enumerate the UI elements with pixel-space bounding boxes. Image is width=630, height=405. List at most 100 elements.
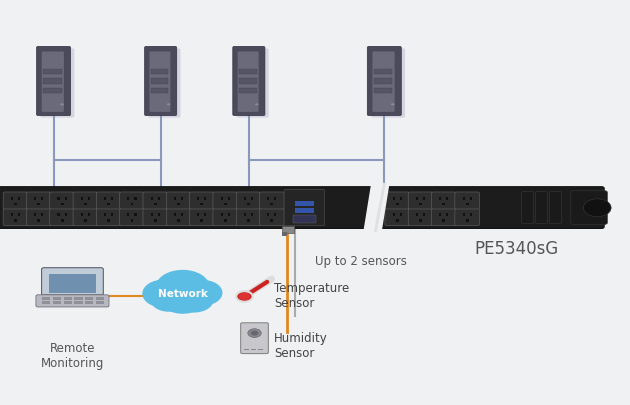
FancyBboxPatch shape xyxy=(42,268,103,297)
Bar xyxy=(200,219,203,222)
Bar xyxy=(107,202,110,205)
Bar xyxy=(174,213,176,216)
FancyBboxPatch shape xyxy=(260,192,284,209)
Bar xyxy=(64,297,72,300)
Bar xyxy=(244,213,246,216)
Bar xyxy=(267,196,270,200)
Bar xyxy=(274,213,277,216)
Circle shape xyxy=(239,293,250,300)
Circle shape xyxy=(251,330,258,335)
Bar xyxy=(466,219,469,222)
FancyBboxPatch shape xyxy=(408,209,433,226)
Bar xyxy=(43,78,62,84)
Bar xyxy=(295,201,314,206)
Bar xyxy=(174,196,176,200)
FancyBboxPatch shape xyxy=(26,209,51,226)
Bar xyxy=(134,196,137,200)
Bar xyxy=(416,213,418,216)
FancyBboxPatch shape xyxy=(571,191,607,224)
Bar xyxy=(396,202,399,205)
FancyBboxPatch shape xyxy=(190,192,214,209)
Bar xyxy=(84,202,87,205)
Bar xyxy=(399,213,402,216)
Circle shape xyxy=(173,278,211,303)
FancyBboxPatch shape xyxy=(3,209,28,226)
FancyBboxPatch shape xyxy=(120,192,144,209)
Circle shape xyxy=(160,284,205,313)
FancyBboxPatch shape xyxy=(50,192,74,209)
Bar xyxy=(37,219,40,222)
FancyBboxPatch shape xyxy=(549,192,561,224)
FancyBboxPatch shape xyxy=(120,209,144,226)
FancyBboxPatch shape xyxy=(432,192,456,209)
Bar xyxy=(396,219,399,222)
Circle shape xyxy=(184,281,222,305)
FancyBboxPatch shape xyxy=(236,209,261,226)
Bar xyxy=(84,219,87,222)
Bar xyxy=(53,297,61,300)
Bar xyxy=(64,196,67,200)
Bar xyxy=(239,78,256,84)
Bar xyxy=(181,196,183,200)
Circle shape xyxy=(167,103,170,105)
Text: Humidity
Sensor: Humidity Sensor xyxy=(274,332,328,360)
Bar xyxy=(244,196,246,200)
Bar xyxy=(81,213,83,216)
FancyBboxPatch shape xyxy=(37,46,71,116)
Bar xyxy=(130,202,134,205)
FancyBboxPatch shape xyxy=(166,209,191,226)
Bar xyxy=(419,202,422,205)
Bar xyxy=(53,301,61,304)
Bar xyxy=(96,301,104,304)
Text: PE5340sG: PE5340sG xyxy=(474,240,559,258)
Circle shape xyxy=(391,103,394,106)
FancyBboxPatch shape xyxy=(367,46,401,116)
FancyBboxPatch shape xyxy=(372,51,394,112)
Bar xyxy=(85,297,93,300)
Bar xyxy=(251,349,256,350)
Bar xyxy=(158,213,160,216)
Bar xyxy=(374,88,392,93)
Bar xyxy=(200,202,203,205)
Bar xyxy=(127,196,130,200)
Bar xyxy=(96,297,104,300)
FancyBboxPatch shape xyxy=(237,48,268,117)
FancyBboxPatch shape xyxy=(455,192,479,209)
Bar xyxy=(295,209,314,213)
Bar xyxy=(111,196,113,200)
Bar xyxy=(74,297,83,300)
FancyBboxPatch shape xyxy=(260,209,284,226)
Bar xyxy=(34,213,37,216)
Bar xyxy=(419,219,422,222)
Bar xyxy=(11,196,13,200)
Bar xyxy=(134,213,137,216)
Bar xyxy=(154,202,157,205)
FancyBboxPatch shape xyxy=(143,209,168,226)
FancyBboxPatch shape xyxy=(0,187,604,228)
FancyBboxPatch shape xyxy=(213,209,238,226)
Bar xyxy=(392,196,395,200)
Bar xyxy=(374,78,392,84)
Bar xyxy=(204,213,207,216)
Bar xyxy=(244,349,249,350)
Bar xyxy=(104,213,106,216)
Bar xyxy=(81,196,83,200)
FancyBboxPatch shape xyxy=(149,48,181,117)
Bar xyxy=(227,213,230,216)
Bar xyxy=(227,196,230,200)
Bar xyxy=(267,213,270,216)
Bar xyxy=(399,196,402,200)
Bar xyxy=(423,196,425,200)
Bar xyxy=(462,213,465,216)
Bar xyxy=(104,196,106,200)
Bar xyxy=(204,196,207,200)
Text: Up to 2 sensors: Up to 2 sensors xyxy=(315,255,407,268)
Bar xyxy=(251,196,253,200)
Circle shape xyxy=(154,278,192,303)
Bar xyxy=(57,213,60,216)
Bar xyxy=(130,219,134,222)
Bar xyxy=(220,213,223,216)
FancyBboxPatch shape xyxy=(455,209,479,226)
Bar xyxy=(423,213,425,216)
Bar xyxy=(177,202,180,205)
